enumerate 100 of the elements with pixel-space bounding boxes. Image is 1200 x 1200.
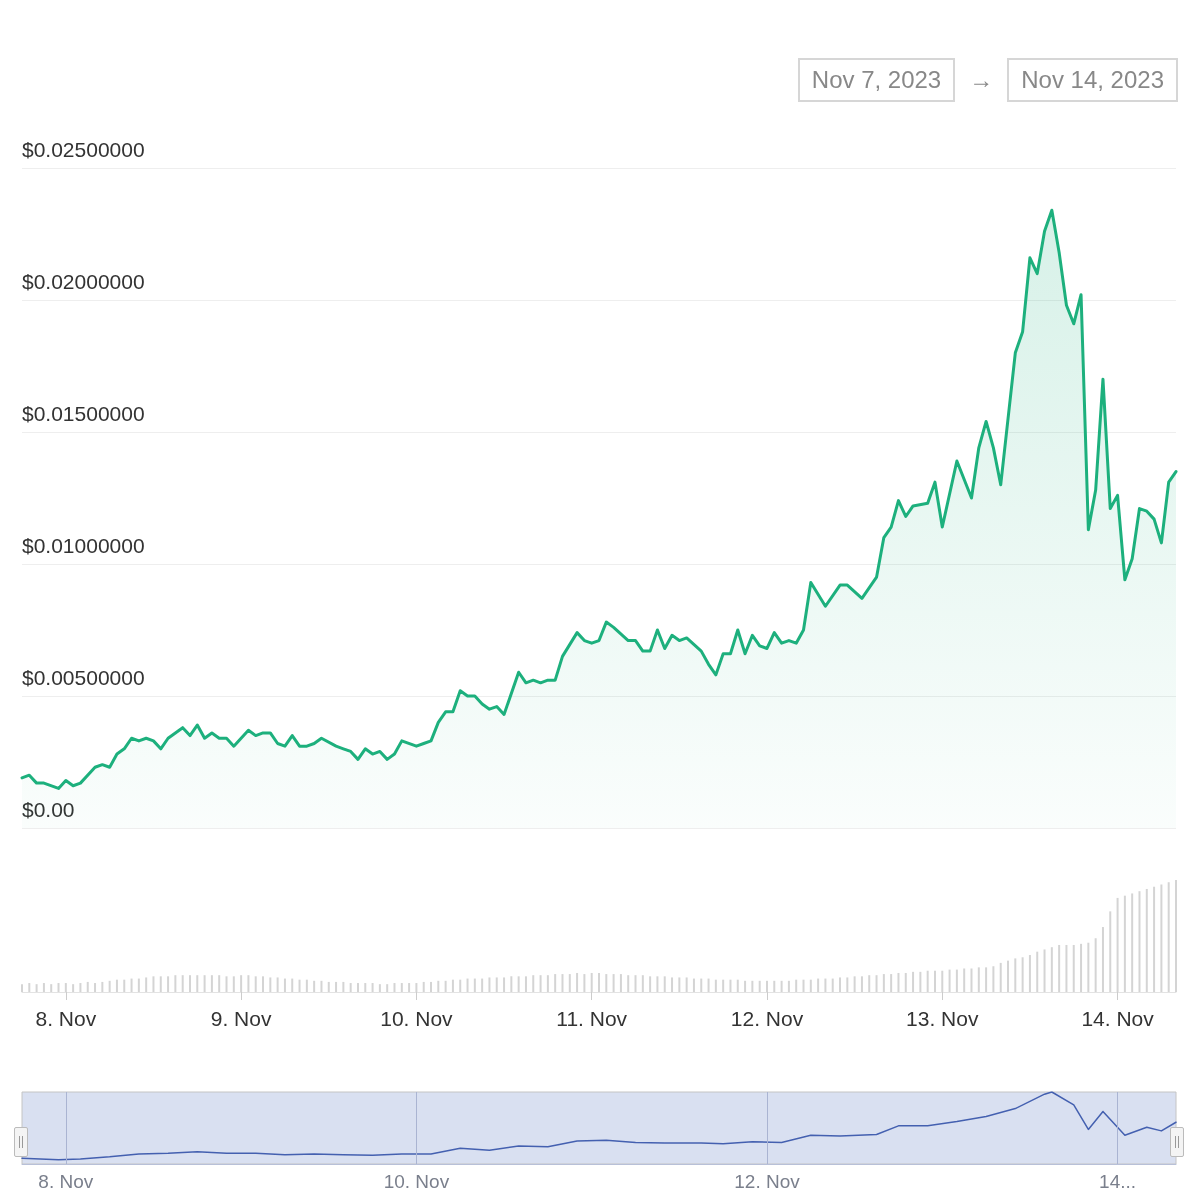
bar (181, 975, 184, 992)
bar (1043, 949, 1046, 992)
bar (992, 966, 995, 992)
bar (408, 983, 411, 992)
bar (196, 975, 199, 992)
bar (342, 981, 345, 992)
x-tick-label: 10. Nov (383, 1171, 450, 1192)
bar (35, 984, 38, 992)
bar (42, 983, 45, 992)
bar (247, 975, 250, 992)
bar (846, 977, 849, 992)
bar (466, 978, 469, 992)
bar (364, 983, 367, 992)
bar (276, 977, 279, 992)
bar (1021, 957, 1024, 992)
x-tick-label: 14... (1099, 1171, 1137, 1192)
x-tick-label: 9. Nov (210, 1007, 272, 1030)
bar (860, 976, 863, 992)
x-tick-label: 13. Nov (906, 1007, 979, 1030)
bar (1028, 955, 1031, 992)
bar (802, 979, 805, 992)
bar (393, 983, 396, 992)
bar (1160, 884, 1163, 992)
bar (853, 976, 856, 992)
bar (598, 972, 600, 992)
bar (94, 983, 97, 992)
bar (320, 980, 323, 992)
bar (985, 967, 988, 992)
bar (546, 975, 549, 992)
bar (130, 978, 133, 992)
bar (963, 968, 966, 992)
bar (809, 979, 812, 992)
bar (554, 974, 557, 992)
bar (503, 977, 506, 992)
bar (1036, 951, 1039, 992)
bar (1094, 938, 1097, 992)
date-field: Nov 14, 2023 (1007, 58, 1178, 102)
bar (108, 980, 111, 992)
bar (685, 977, 688, 992)
bar (1145, 888, 1148, 992)
bar (787, 980, 790, 992)
bar (232, 976, 235, 992)
bar (780, 980, 783, 992)
bar (926, 970, 929, 992)
bar (1080, 943, 1083, 992)
bar (773, 980, 776, 992)
bar (437, 980, 440, 992)
y-tick-label: $0.01000000 (22, 534, 145, 557)
bar (619, 974, 622, 992)
bar (188, 975, 191, 992)
bar (1123, 895, 1126, 992)
bar (955, 969, 958, 992)
bar (57, 983, 60, 992)
bar (977, 967, 980, 992)
bar (517, 976, 520, 992)
bar (488, 977, 491, 992)
bar (524, 976, 527, 992)
bar (459, 979, 462, 992)
x-tick-label: 8. Nov (38, 1171, 94, 1192)
y-tick-label: $0.00 (22, 798, 75, 821)
bar (663, 976, 666, 992)
bar (612, 974, 615, 992)
bar (999, 962, 1002, 992)
bar (349, 983, 352, 992)
bar (167, 976, 170, 992)
bar (1138, 891, 1141, 992)
x-tick-label: 14. Nov (1081, 1007, 1155, 1030)
date-field: Nov 7, 2023 (797, 58, 956, 102)
bar (839, 977, 842, 992)
text: → (969, 66, 994, 94)
bar (1007, 960, 1010, 992)
bar (707, 978, 710, 992)
bar (722, 979, 725, 992)
bar (21, 984, 23, 992)
bar (641, 975, 644, 992)
bar (634, 975, 637, 992)
bar (495, 977, 498, 992)
bar (1101, 927, 1104, 992)
bar (50, 984, 53, 992)
bar (1167, 882, 1170, 992)
bar (1065, 944, 1068, 992)
bar (758, 980, 761, 992)
bar (583, 974, 586, 992)
y-tick-label: $0.02500000 (22, 138, 145, 161)
bar (1109, 911, 1112, 992)
bar (568, 974, 571, 992)
bar (1087, 942, 1090, 992)
bar (700, 978, 703, 992)
bar (137, 978, 140, 992)
y-tick-label: $0.02000000 (22, 270, 145, 293)
bar (561, 974, 564, 992)
bar (751, 980, 754, 992)
bar (912, 971, 915, 992)
y-tick-label: $0.00500000 (22, 666, 145, 689)
bar (948, 969, 951, 992)
x-tick-label: 8. Nov (35, 1007, 97, 1030)
bar (254, 976, 257, 992)
bar (510, 976, 513, 992)
bar (532, 975, 535, 992)
bar (970, 968, 973, 992)
